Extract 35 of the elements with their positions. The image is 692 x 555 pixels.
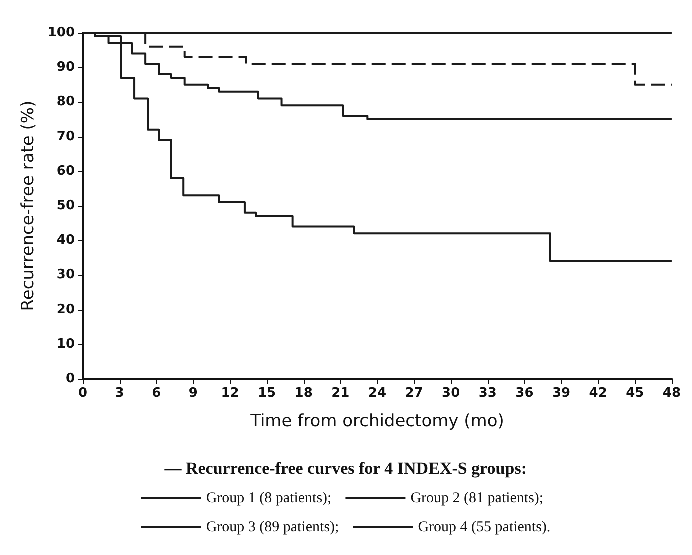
- x-tick-label: 21: [332, 386, 350, 401]
- x-tick-label: 48: [662, 386, 681, 401]
- y-tick-label: 40: [56, 233, 75, 248]
- x-tick-label: 45: [626, 386, 644, 401]
- x-tick-label: 42: [589, 386, 608, 401]
- y-tick-label: 100: [48, 26, 75, 40]
- y-tick-label: 90: [56, 60, 75, 76]
- y-tick-label: 10: [56, 336, 75, 352]
- legend-label: Group 3 (89 patients);: [206, 520, 340, 536]
- x-axis-title: Time from orchidectomy (mo): [250, 412, 504, 432]
- x-tick-label: 33: [478, 386, 497, 401]
- x-tick-label: 39: [552, 386, 571, 401]
- y-axis-title: Recurrence-free rate (%): [18, 100, 38, 312]
- x-tick-label: 9: [188, 386, 198, 401]
- y-tick-label: 0: [66, 372, 75, 386]
- legend-label: Group 2 (81 patients);: [410, 490, 544, 506]
- x-tick-label: 24: [368, 386, 387, 401]
- y-tick-label: 50: [56, 198, 75, 214]
- x-tick-label: 12: [221, 386, 240, 401]
- x-tick-label: 30: [442, 386, 460, 401]
- legend-label: Group 4 (55 patients).: [418, 520, 551, 536]
- x-tick-label: 18: [294, 386, 313, 401]
- x-tick-label: 3: [115, 386, 124, 401]
- y-tick-label: 70: [56, 129, 75, 144]
- y-tick-label: 20: [56, 302, 75, 318]
- x-tick-label: 15: [258, 386, 276, 401]
- x-tick-label: 36: [516, 386, 534, 401]
- legend-label: Group 1 (8 patients);: [206, 490, 332, 506]
- x-tick-label: 0: [78, 386, 88, 401]
- y-tick-label: 60: [56, 164, 75, 179]
- y-tick-label: 80: [56, 94, 75, 110]
- x-tick-label: 27: [405, 386, 424, 401]
- y-tick-label: 30: [56, 268, 75, 283]
- x-tick-label: 6: [152, 386, 162, 401]
- legend-title: — Recurrence-free curves for 4 INDEX-S groups:: [164, 459, 527, 478]
